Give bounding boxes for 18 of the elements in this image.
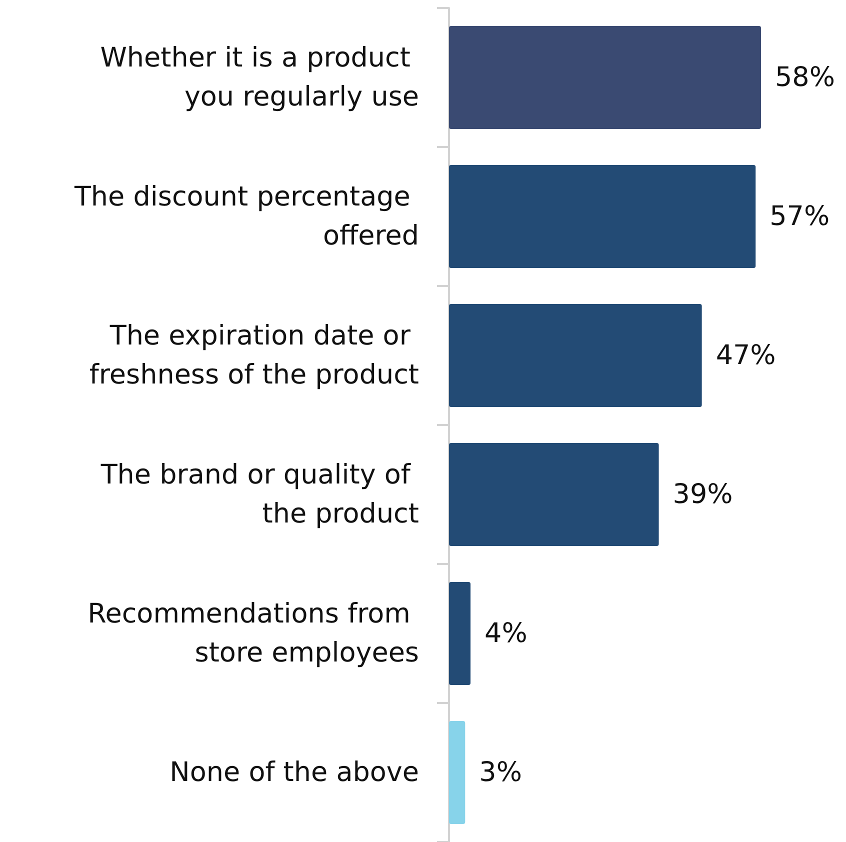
y-tick-label: The discount percentage offered [73, 182, 419, 252]
data-label: 4% [484, 618, 528, 649]
bar [449, 304, 702, 407]
data-label: 3% [479, 757, 522, 788]
bar [449, 165, 756, 268]
data-label: 57% [770, 201, 830, 232]
y-tick-label: Recommendations from store employees [88, 598, 419, 668]
bar [449, 582, 471, 685]
y-tick-label: Whether it is a product you regularly use [100, 42, 419, 112]
data-label: 58% [775, 62, 836, 93]
bar [449, 721, 466, 824]
data-label: 47% [716, 340, 776, 371]
data-label: 39% [672, 479, 733, 510]
y-tick-label: The brand or quality of the product [100, 460, 419, 530]
bar [449, 26, 761, 129]
bar [449, 443, 659, 546]
y-tick-label: None of the above [170, 757, 419, 788]
y-tick-label: The expiration date or freshness of the product [89, 320, 419, 390]
